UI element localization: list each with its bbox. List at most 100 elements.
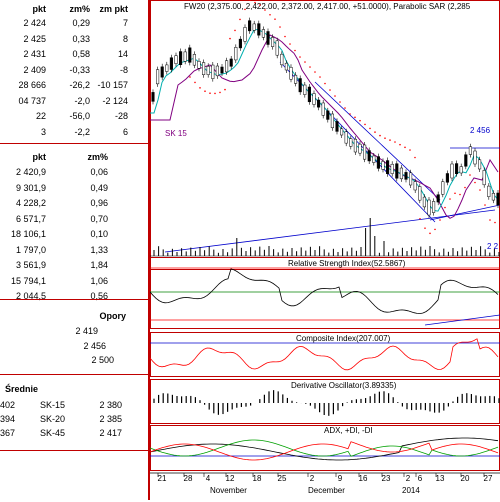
col-pkt-header: pkt (32, 4, 47, 14)
srednie-label: SK-45 (40, 428, 66, 438)
panel-divider (148, 0, 150, 500)
x-tick-label: 6 (418, 474, 423, 483)
table-cell: 2 425 (23, 33, 46, 44)
sar-dot (434, 228, 436, 231)
table-cell: 28 666 (18, 80, 46, 90)
sar-dot (474, 181, 476, 184)
candle-body (455, 163, 459, 175)
sar-dot (459, 193, 461, 196)
candle-body (450, 163, 454, 179)
col-zm-pkt-header: zm pkt (99, 4, 128, 14)
candle-body (169, 57, 173, 70)
sar-dot (269, 13, 271, 16)
x-tick-label: 4 (206, 474, 211, 483)
table-cell: 0,10 (90, 229, 108, 239)
opory-row: 2 419 (0, 325, 148, 337)
sar-dot (364, 123, 366, 126)
srednie-label: SK-15 (40, 400, 66, 410)
sar-dot (389, 139, 391, 141)
candle-body (151, 92, 155, 102)
x-month-label: 2014 (402, 486, 420, 495)
table-cell: 2 420,9 (15, 167, 46, 177)
candle-body (160, 66, 164, 78)
table-row: 04 737 -2,0 -2 124 (0, 95, 148, 107)
candle-body (459, 166, 463, 174)
trend-line (164, 209, 496, 253)
candle-body (404, 172, 408, 180)
candle-body (202, 62, 206, 75)
chart-title: FW20 (2,375.00, 2,422.00, 2,372.00, 2,41… (184, 2, 471, 11)
separator (0, 299, 148, 300)
table-cell: 0,70 (90, 213, 108, 224)
opory-row: 2 500 (0, 354, 148, 366)
srednie-row: 394 SK-20 2 385 (0, 413, 148, 425)
table2-header: pkt zm% (0, 151, 148, 163)
srednie-left: 394 (0, 414, 16, 424)
table-cell: 0,06 (90, 167, 108, 177)
srednie-header: Średnie (0, 383, 148, 395)
sar-dot (284, 35, 286, 38)
sar-dot (469, 174, 471, 176)
x-tick-label: 21 (158, 474, 167, 483)
x-month-label: November (210, 486, 247, 495)
candle-body (464, 154, 468, 167)
sar-dot (299, 56, 301, 58)
opory-value: 2 456 (83, 341, 106, 351)
price-chart[interactable]: FW20 (2,375.00, 2,422.00, 2,372.00, 2,41… (149, 0, 500, 500)
candle-body (330, 113, 334, 129)
table-cell: 1,06 (90, 275, 108, 286)
table-row: 22 -56,0 -28 (0, 110, 148, 122)
sar-dot (204, 90, 206, 92)
x-month-label: December (308, 486, 345, 495)
table-cell: 0,49 (90, 182, 108, 193)
x-tick-label: 20 (461, 474, 470, 483)
quotes-panel: pkt zm% zm pkt 2 424 0,29 7 2 425 0,33 8 2 431… (0, 0, 148, 500)
trend-line (314, 81, 441, 201)
candle-body (468, 146, 472, 155)
candle-body (179, 51, 183, 65)
sar-dot (404, 146, 406, 149)
table-cell: 0,56 (90, 291, 108, 301)
candle-body (229, 58, 233, 67)
sar-dot (374, 131, 376, 133)
candle-body (206, 66, 210, 75)
srednie-value: 2 417 (99, 428, 122, 438)
candle-body (376, 156, 380, 169)
opory-value: 2 500 (91, 355, 114, 365)
level-label: 2 456 (470, 126, 491, 135)
candle-body (220, 66, 224, 74)
opory-value: 2 419 (75, 326, 98, 336)
candle-body (197, 61, 201, 69)
sar-dot (449, 198, 451, 200)
sar-dot (394, 141, 396, 143)
sar-dot (439, 219, 441, 221)
sar-dot (199, 87, 201, 89)
plus-di-line (149, 439, 499, 457)
table-row: 2 044,5 0,56 (0, 290, 148, 302)
col-pkt-header: pkt (32, 152, 47, 162)
ma-short-line (150, 28, 499, 212)
candle-body (335, 121, 339, 132)
table1-header: pkt zm% zm pkt (0, 3, 148, 15)
table-cell: 1 797,0 (15, 244, 46, 255)
chart-area[interactable]: FW20 (2,375.00, 2,422.00, 2,372.00, 2,41… (149, 0, 500, 500)
candle-body (252, 23, 256, 31)
sar-dot (264, 9, 266, 11)
candle-body (441, 181, 445, 195)
sar-dot (209, 92, 211, 94)
candle-body (211, 64, 215, 79)
table-cell: 9 301,9 (15, 182, 46, 193)
table-cell: 18 106,1 (10, 229, 46, 239)
candle-body (395, 163, 399, 179)
sar-dot (399, 143, 401, 146)
x-tick-label: 9 (338, 474, 343, 483)
table-row: 18 106,1 0,10 (0, 228, 148, 240)
table-cell: -8 (119, 64, 128, 75)
separator (0, 143, 148, 144)
sar-dot (359, 119, 361, 122)
table-cell: -2 124 (102, 95, 128, 106)
table-row: 2 431 0,58 14 (0, 48, 148, 60)
candle-body (390, 163, 394, 174)
srednie-title: Średnie (5, 384, 39, 394)
sar-dot (409, 149, 411, 151)
